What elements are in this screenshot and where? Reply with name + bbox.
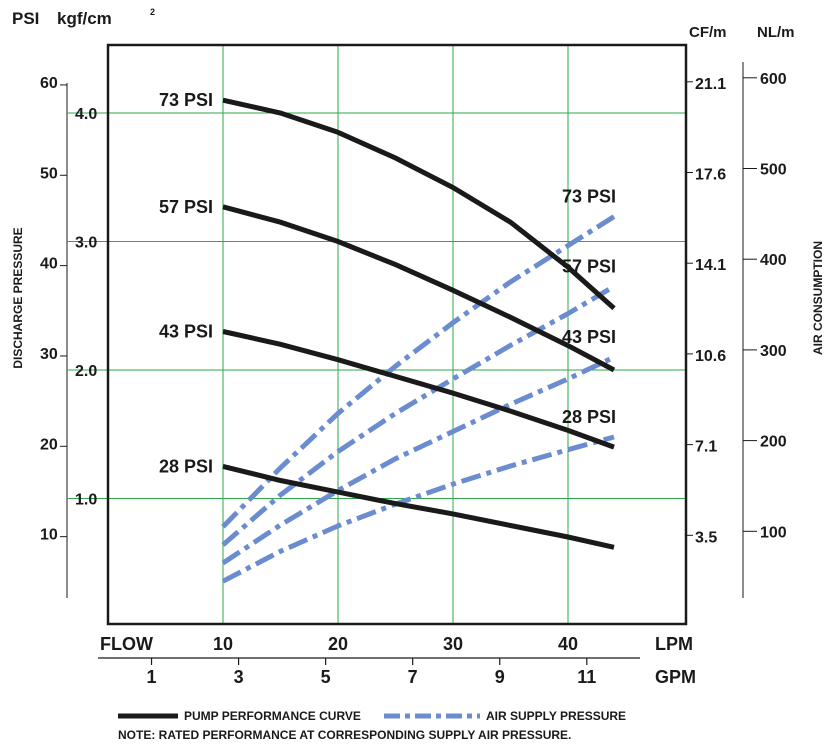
cfm-tick-label: 7.1 (695, 439, 717, 456)
air-curve (221, 434, 615, 584)
psi-tick-label: 20 (40, 436, 58, 453)
flow-label: FLOW (100, 634, 153, 654)
nlm-tick-label: 100 (760, 524, 787, 541)
gpm-tick-label: 3 (234, 667, 244, 687)
gpm-tick-label: 5 (321, 667, 331, 687)
pump-legend-label: PUMP PERFORMANCE CURVE (184, 709, 361, 723)
cfm-tick-label: 21.1 (695, 76, 726, 93)
cfm-tick-label: 14.1 (695, 257, 726, 274)
air-curve-label: 73 PSI (562, 187, 616, 207)
psi-tick-label: 10 (40, 527, 58, 544)
air-curve (221, 214, 616, 529)
cfm-tick-label: 10.6 (695, 348, 726, 365)
axis-ticks: 10 20 30 40 4.0 3.0 2.0 1.0 60 50 40 30 20 10 1 3 5 7 9 11 2… (40, 71, 787, 687)
right-axis-label: AIR CONSUMPTION (811, 241, 825, 355)
air-curve (221, 284, 616, 547)
kgf-tick-label: 2.0 (75, 363, 97, 380)
kgf-tick-label: 1.0 (75, 492, 97, 509)
nlm-tick-label: 600 (760, 71, 787, 88)
psi-tick-label: 60 (40, 75, 58, 92)
air-curve-label: 28 PSI (562, 407, 616, 427)
psi-tick-label: 50 (40, 165, 58, 182)
lpm-label: LPM (655, 634, 693, 654)
kgf-tick-label: 3.0 (75, 235, 97, 252)
nlm-unit-label: NL/m (757, 24, 795, 41)
pump-curve (222, 97, 616, 311)
pump-curve (222, 463, 615, 550)
lpm-tick-label: 30 (443, 634, 463, 654)
performance-note: NOTE: RATED PERFORMANCE AT CORRESPONDING… (118, 728, 571, 742)
pump-curve-label: 28 PSI (159, 456, 213, 476)
air-curve-label: 43 PSI (562, 327, 616, 347)
gpm-tick-label: 9 (495, 667, 505, 687)
pump-curve (222, 204, 616, 373)
air-legend-label: AIR SUPPLY PRESSURE (486, 709, 626, 723)
pump-curve-label: 57 PSI (159, 197, 213, 217)
cfm-tick-label: 3.5 (695, 529, 717, 546)
pump-curve (222, 329, 615, 450)
gpm-tick-label: 1 (147, 667, 157, 687)
lpm-tick-label: 40 (558, 634, 578, 654)
nlm-tick-label: 300 (760, 343, 787, 360)
pump-performance-curves: 73 PSI 57 PSI 43 PSI 28 PSI (159, 90, 616, 550)
lpm-tick-label: 10 (213, 634, 233, 654)
nlm-tick-label: 200 (760, 434, 787, 451)
kgf-unit-superscript: 2 (150, 7, 155, 17)
pump-curve-label: 43 PSI (159, 321, 213, 341)
gpm-tick-label: 7 (408, 667, 418, 687)
cfm-unit-label: CF/m (689, 24, 727, 41)
cfm-tick-label: 17.6 (695, 167, 726, 184)
psi-unit-label: PSI (12, 9, 39, 28)
gpm-tick-label: 11 (577, 667, 596, 687)
nlm-tick-label: 500 (760, 162, 787, 179)
gpm-label: GPM (655, 667, 696, 687)
lpm-tick-label: 20 (328, 634, 348, 654)
air-curve (221, 354, 616, 566)
psi-tick-label: 30 (40, 346, 58, 363)
plot-frame (106, 43, 688, 626)
kgf-unit-label: kgf/cm (57, 9, 112, 28)
kgf-tick-label: 4.0 (75, 106, 97, 123)
pump-curve-label: 73 PSI (159, 90, 213, 110)
left-axis-label: DISCHARGE PRESSURE (11, 227, 25, 368)
nlm-tick-label: 400 (760, 252, 787, 269)
psi-tick-label: 40 (40, 256, 58, 273)
